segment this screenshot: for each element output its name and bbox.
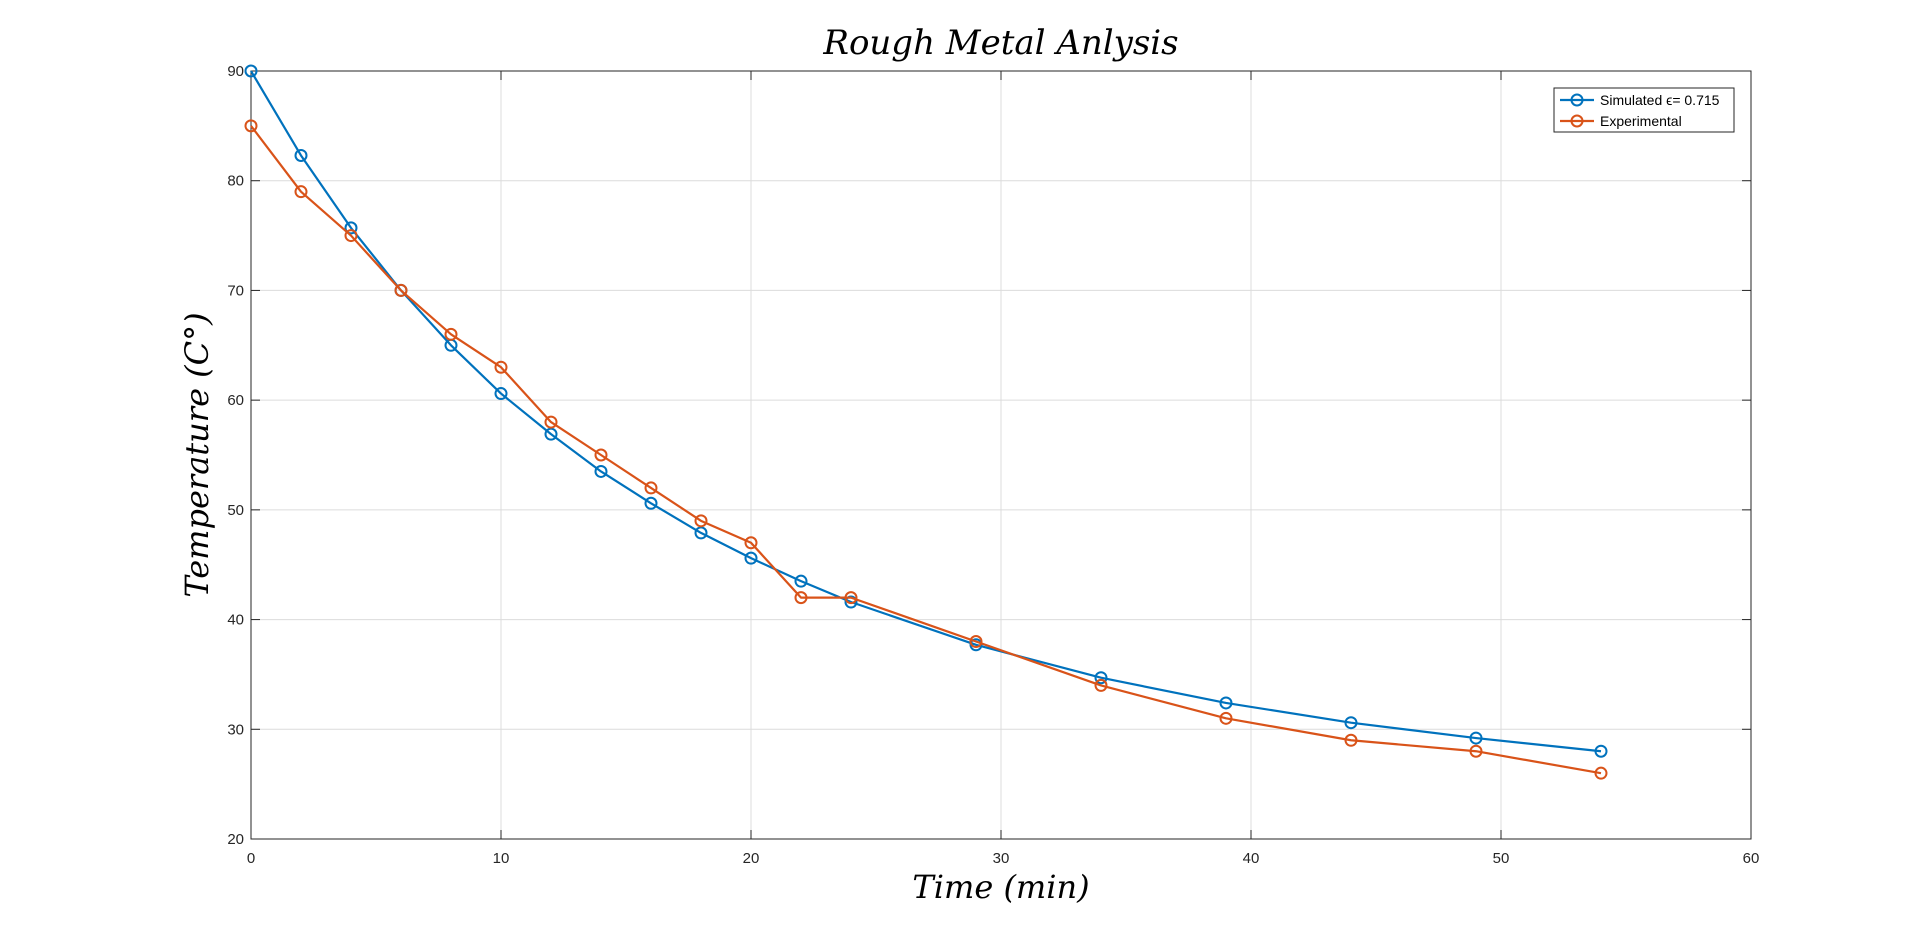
- data-point-experimental: [1094, 678, 1108, 692]
- data-point-simulated: [744, 551, 758, 565]
- data-point-experimental: [744, 536, 758, 550]
- data-point-simulated: [1219, 696, 1233, 710]
- data-point-experimental: [844, 591, 858, 605]
- data-point-experimental: [544, 415, 558, 429]
- y-tick-label: 90: [227, 63, 244, 80]
- data-point-simulated: [244, 64, 258, 78]
- legend-label-simulated: Simulated ϵ= 0.715: [1600, 92, 1720, 108]
- data-point-simulated: [594, 464, 608, 478]
- x-tick-label: 20: [743, 850, 760, 867]
- x-tick-label: 10: [493, 850, 510, 867]
- data-point-experimental: [344, 229, 358, 243]
- series-line-experimental: [250, 125, 1602, 775]
- y-tick-label: 30: [227, 721, 244, 738]
- data-point-simulated: [1094, 671, 1108, 685]
- legend-box: [1553, 87, 1735, 133]
- data-point-simulated: [1594, 744, 1608, 758]
- data-point-experimental: [794, 591, 808, 605]
- x-tick-label: 0: [247, 850, 255, 867]
- data-point-experimental: [969, 635, 983, 649]
- data-point-simulated: [694, 526, 708, 540]
- data-point-simulated: [794, 574, 808, 588]
- series-experimental: [244, 119, 1608, 780]
- y-axis-title: Temperature (C°): [178, 312, 216, 597]
- grid-layer: [251, 71, 1751, 839]
- y-tick-label: 20: [227, 831, 244, 848]
- data-point-simulated: [844, 595, 858, 609]
- y-tick-label: 70: [227, 282, 244, 299]
- data-point-simulated: [644, 496, 658, 510]
- data-point-experimental: [1469, 744, 1483, 758]
- data-point-experimental: [1594, 766, 1608, 780]
- legend-marker-experimental: [1570, 114, 1584, 128]
- x-tick-label: 40: [1243, 850, 1260, 867]
- data-point-simulated: [1344, 716, 1358, 730]
- data-point-simulated: [544, 427, 558, 441]
- data-point-simulated: [1469, 731, 1483, 745]
- data-point-experimental: [394, 283, 408, 297]
- data-point-experimental: [1219, 711, 1233, 725]
- data-point-experimental: [494, 360, 508, 374]
- data-point-experimental: [244, 119, 258, 133]
- x-tick-label: 30: [993, 850, 1010, 867]
- data-point-simulated: [494, 387, 508, 401]
- data-point-simulated: [294, 148, 308, 162]
- data-point-experimental: [294, 185, 308, 199]
- y-tick-label: 40: [227, 612, 244, 629]
- data-point-experimental: [694, 514, 708, 528]
- y-tick-label: 50: [227, 502, 244, 519]
- x-tick-label: 50: [1493, 850, 1510, 867]
- data-point-simulated: [344, 221, 358, 235]
- x-tick-label: 60: [1743, 850, 1760, 867]
- tick-layer: 0 10 20 30 40 50 60 20 30 40 50 60 70 80 90: [227, 63, 1759, 867]
- data-point-experimental: [444, 327, 458, 341]
- legend: Simulated ϵ= 0.715 Experimental: [1553, 87, 1735, 133]
- series-layer: [244, 64, 1608, 780]
- data-point-experimental: [594, 448, 608, 462]
- legend-label-experimental: Experimental: [1600, 113, 1682, 129]
- data-point-experimental: [1344, 733, 1358, 747]
- y-tick-label: 60: [227, 392, 244, 409]
- legend-marker-simulated: [1570, 93, 1584, 107]
- data-point-experimental: [644, 481, 658, 495]
- x-axis-title: Time (min): [912, 868, 1089, 906]
- y-tick-label: 80: [227, 173, 244, 190]
- chart-title: Rough Metal Anlysis: [822, 23, 1178, 63]
